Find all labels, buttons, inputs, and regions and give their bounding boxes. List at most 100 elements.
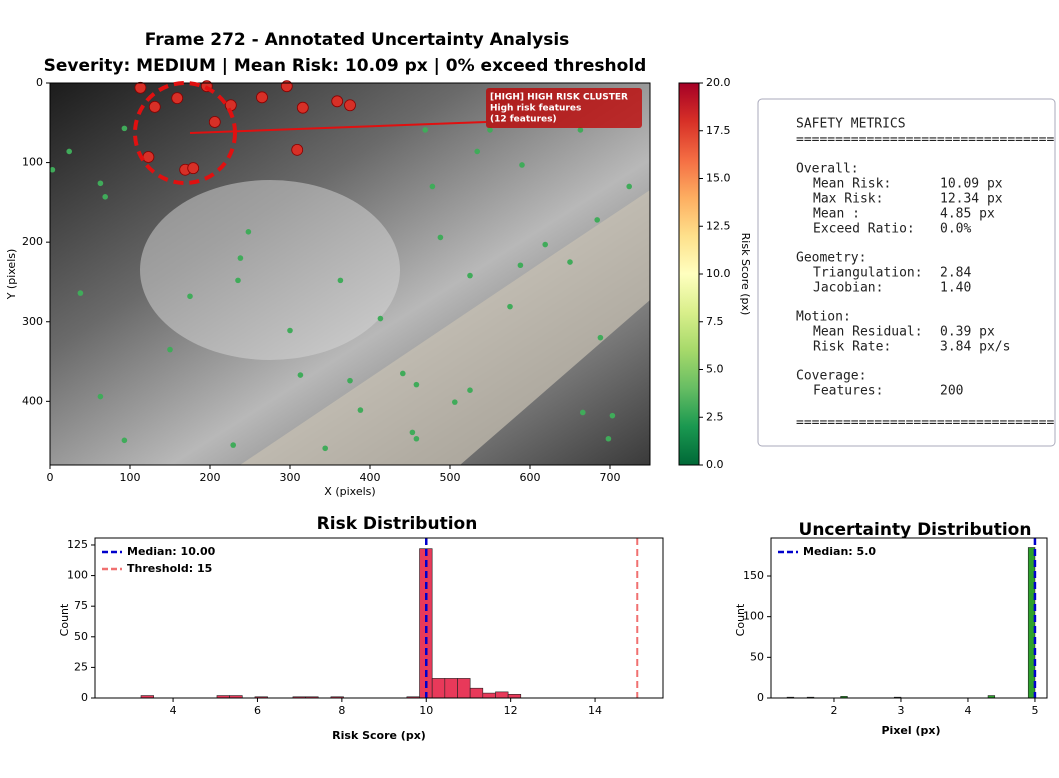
x-tick-label: 6 (254, 704, 261, 717)
metrics-label: Features: (813, 384, 883, 399)
metrics-label: Mean : (813, 207, 860, 222)
y-tick-label: 0 (81, 691, 88, 704)
metrics-label: Triangulation: (813, 266, 923, 281)
feature-point (322, 445, 329, 452)
metrics-body: Overall:Mean Risk: 10.09 px Max Risk: 12.34… (796, 162, 1010, 399)
metrics-value: 4.85 px (940, 207, 995, 222)
feature-point (208, 116, 221, 128)
y-tick-label: 400 (22, 394, 43, 407)
feature-point (507, 303, 513, 310)
feature-point (437, 234, 444, 241)
x-axis-label: X (pixels) (324, 485, 375, 498)
feature-point (121, 437, 128, 444)
feature-point (187, 293, 193, 300)
y-tick-label: 0 (757, 691, 764, 704)
metrics-rule: ================================= (796, 416, 1054, 431)
feature-point (49, 166, 56, 173)
feature-point (97, 180, 104, 187)
x-tick-label: 300 (280, 471, 301, 484)
histogram-bar (507, 694, 522, 699)
metrics-label: Exceed Ratio: (813, 222, 915, 237)
colorbar-label: Risk Score (px) (739, 233, 752, 316)
y-axis-label: Count (734, 603, 747, 636)
metrics-heading: Motion: (796, 310, 851, 325)
feature-point (609, 412, 616, 419)
feature-point (167, 346, 173, 353)
x-axis-label: Risk Score (px) (332, 729, 426, 742)
x-tick-label: 4 (170, 704, 177, 717)
x-tick-label: 8 (338, 704, 345, 717)
x-tick-label: 400 (360, 471, 381, 484)
histogram-bar (431, 678, 446, 699)
y-tick-label: 0 (36, 76, 43, 89)
feature-point (605, 435, 612, 442)
colorbar (678, 82, 700, 466)
x-axis-label: Pixel (px) (881, 724, 940, 737)
feature-point (148, 100, 161, 113)
feature-point (287, 327, 293, 334)
x-tick-label: 12 (504, 704, 518, 717)
y-tick-label: 25 (74, 660, 88, 673)
y-tick-label: 125 (67, 538, 88, 551)
colorbar-tick-label: 5.0 (706, 363, 724, 376)
chart-title: Risk Distribution (317, 514, 478, 534)
axes-frame (94, 537, 664, 699)
feature-point (187, 162, 200, 175)
colorbar-tick-label: 0.0 (706, 458, 724, 471)
feature-point (121, 125, 128, 132)
feature-point (409, 429, 416, 436)
y-tick-label: 200 (22, 235, 43, 248)
metrics-heading: Overall: (796, 162, 859, 177)
x-tick-label: 5 (1031, 704, 1038, 717)
feature-point (467, 387, 473, 393)
axes-frame (49, 82, 651, 466)
feature-point (467, 272, 473, 279)
x-tick-label: 700 (600, 471, 621, 484)
chart-title: Uncertainty Distribution (799, 520, 1032, 540)
feature-point (567, 259, 573, 265)
y-axis-label: Y (pixels) (5, 249, 18, 301)
axes-frame (770, 537, 1048, 699)
y-tick-label: 100 (22, 156, 43, 169)
metrics-value: 2.84 (940, 266, 971, 281)
feature-point (542, 241, 548, 248)
y-tick-label: 150 (743, 569, 764, 582)
x-tick-label: 100 (120, 471, 141, 484)
colorbar-tick-label: 17.5 (706, 124, 731, 137)
feature-point (235, 277, 241, 284)
image-detail (240, 190, 650, 465)
metrics-label: Jacobian: (813, 281, 883, 296)
histogram-bar (444, 678, 458, 699)
feature-point (580, 409, 586, 416)
legend-label: Median: 5.0 (803, 545, 876, 558)
metrics-panel (757, 98, 1056, 447)
feature-point (413, 381, 420, 388)
annotation-box (486, 88, 642, 128)
feature-point (519, 162, 525, 168)
annotation-text: (12 features) (490, 115, 557, 125)
metrics-value: 0.0% (940, 222, 971, 237)
histogram-bar (469, 687, 484, 699)
metrics-title: SAFETY METRICS (796, 117, 906, 132)
image-detail (140, 180, 400, 360)
feature-point (400, 370, 406, 377)
feature-point (297, 372, 304, 378)
y-tick-label: 100 (743, 610, 764, 623)
feature-point (452, 399, 458, 405)
feature-point (577, 127, 584, 133)
annotation-text: [HIGH] HIGH RISK CLUSTER (490, 93, 628, 103)
feature-point (487, 127, 493, 133)
colorbar-tick-label: 15.0 (706, 172, 731, 185)
x-tick-label: 14 (588, 704, 602, 717)
feature-point (597, 334, 604, 341)
y-axis-label: Count (58, 603, 71, 636)
metrics-value: 200 (940, 384, 963, 399)
feature-point (66, 148, 72, 155)
feature-point (377, 315, 384, 322)
feature-point (102, 194, 108, 200)
legend-label: Threshold: 15 (127, 562, 212, 575)
x-tick-label: 500 (440, 471, 461, 484)
feature-point (594, 217, 600, 223)
